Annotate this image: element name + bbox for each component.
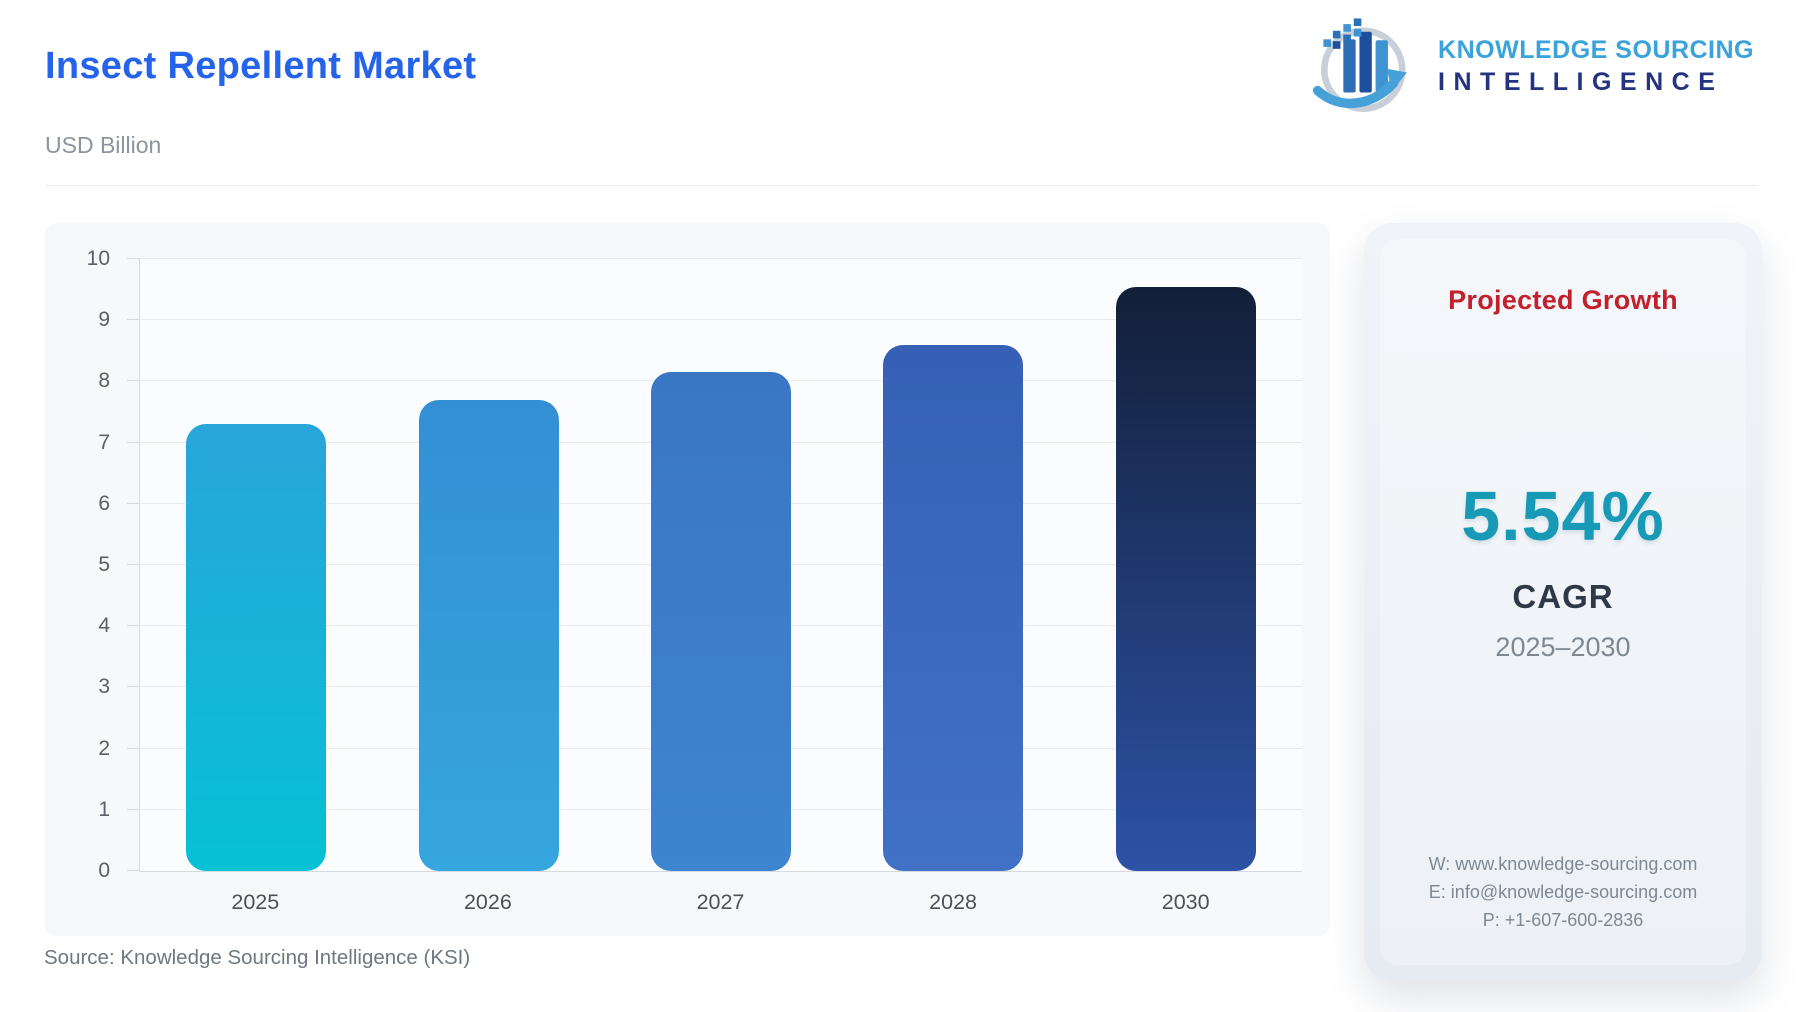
cagr-label: CAGR [1512,578,1614,616]
y-axis-tick [127,258,140,259]
y-axis-tick [127,319,140,321]
bar-2030 [1115,286,1256,871]
panel-heading: Projected Growth [1448,285,1678,315]
y-axis-tick-label: 4 [98,614,110,638]
bar-slot [837,259,1069,871]
x-axis-label-2028: 2028 [929,890,977,914]
y-axis-tick [127,808,140,810]
brand-name-line1: KNOWLEDGE SOURCING [1438,36,1754,65]
y-axis-tick-label: 10 [86,247,110,270]
source-note: Source: Knowledge Sourcing Intelligence … [44,946,471,969]
y-axis-tick-label: 9 [98,308,110,332]
y-axis-tick [127,625,140,627]
y-axis-tick-label: 6 [98,491,110,515]
bar-slot [605,259,837,871]
y-axis-tick [127,564,140,565]
brand-name-line2: INTELLIGENCE [1438,67,1724,96]
x-axis-label-2027: 2027 [696,890,745,914]
x-axis-label-2025: 2025 [231,890,280,914]
bar-2026 [418,399,559,871]
plot-area: 0 1 2 3 4 5 6 7 8 9 10 [87,247,1302,882]
y-axis-tick [127,686,140,688]
panel-outer-frame: Projected Growth 5.54% CAGR 2025–2030 W:… [1364,223,1762,981]
contact-block: W: www.knowledge-sourcing.com E: info@kn… [1429,851,1698,935]
bar-2025 [186,424,327,871]
bar-slot [1070,259,1302,871]
brand-logo-text: KNOWLEDGE SOURCING INTELLIGENCE [1438,35,1754,98]
y-axis-labels: 0 1 2 3 4 5 6 7 8 9 10 [62,247,118,882]
x-axis-label-2030: 2030 [1161,890,1210,914]
projected-growth-panel: Projected Growth 5.54% CAGR 2025–2030 W:… [1364,223,1762,981]
content-area: 0 1 2 3 4 5 6 7 8 9 10 2025 2026 2027 2028 2030 Projec… [45,223,1762,981]
header: Insect Repellent Market USD Billion [0,0,1800,159]
y-axis-tick-label: 0 [98,859,110,882]
x-axis-label-2026: 2026 [463,890,512,914]
contact-website: W: www.knowledge-sourcing.com [1428,854,1698,875]
y-axis-tick-label: 1 [98,797,110,821]
brand-logo: KNOWLEDGE SOURCING INTELLIGENCE [1312,14,1754,119]
bar-2027 [651,372,792,871]
y-axis-tick [127,502,140,504]
header-divider [45,185,1758,186]
page-title: Insect Repellent Market [45,45,477,87]
cagr-value: 5.54% [1461,477,1665,556]
x-axis-labels: 2025 2026 2027 2028 2030 [139,890,1302,915]
y-axis-tick-label: 2 [98,736,110,760]
growth-bars-globe-arrow-icon [1312,14,1424,119]
y-axis-tick [127,870,140,871]
panel-card: Projected Growth 5.54% CAGR 2025–2030 W:… [1380,239,1746,965]
bar-slot [372,259,604,871]
y-axis-tick [127,747,140,749]
chart-unit-label: USD Billion [45,132,162,158]
y-axis-tick-label: 8 [98,369,110,393]
y-axis-tick-label: 5 [98,553,110,576]
gridline [140,319,1302,321]
bar-2028 [883,344,1024,871]
y-axis-tick [127,380,140,382]
gridline [140,258,1302,259]
bar-chart: 0 1 2 3 4 5 6 7 8 9 10 2025 2026 2027 2028 2030 [45,223,1330,936]
y-axis-tick-label: 3 [98,675,110,699]
bars-layer [140,259,1302,871]
contact-phone: P: +1-607-600-2836 [1482,910,1644,931]
y-axis-tick-label: 7 [98,430,110,454]
contact-email: E: info@knowledge-sourcing.com [1428,882,1698,903]
y-axis-tick [127,441,140,443]
bar-slot [140,259,372,871]
forecast-period: 2025–2030 [1495,632,1631,663]
